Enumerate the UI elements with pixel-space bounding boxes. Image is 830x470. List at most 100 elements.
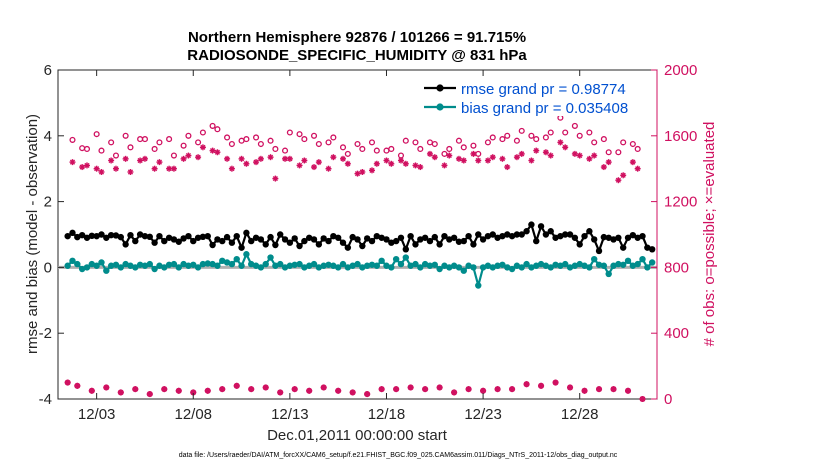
bias-series-point [74, 260, 81, 268]
rmse-series-point [301, 237, 308, 245]
rmse-series-point [74, 233, 81, 241]
obs-evaluated-stroke [543, 149, 549, 155]
rmse-series-point [648, 246, 656, 253]
rmse-series-point [257, 236, 265, 243]
obs-evaluated-point [557, 139, 564, 146]
obs-evaluated-stroke [156, 159, 163, 165]
obs-evaluated-point [528, 157, 535, 164]
obs-evaluated-point [330, 154, 337, 161]
obs-evaluated-point [209, 147, 216, 154]
bias-series-point [127, 262, 134, 269]
rmse-series-point [344, 244, 352, 251]
bias-series-point [431, 261, 438, 268]
obs-evaluated-point [615, 177, 622, 184]
rmse-series-point [513, 231, 521, 238]
obs-evaluated-stroke [152, 166, 158, 172]
obs-possible-point [185, 132, 192, 139]
x-axis-label: Dec.01,2011 00:00:00 start [267, 427, 448, 444]
bias-series-point [223, 259, 231, 266]
obs-evaluated-point [161, 386, 168, 393]
obs-possible-point [533, 136, 540, 143]
obs-evaluated-point [480, 387, 487, 394]
obs-evaluated-point [538, 382, 545, 389]
bias-series-point [267, 254, 274, 261]
bias-series-point [262, 260, 269, 268]
obs-evaluated-stroke [451, 389, 457, 396]
obs-possible-point [571, 122, 578, 129]
y-tick-label: 2 [44, 194, 52, 211]
rmse-series-point [272, 241, 279, 249]
bias-series-point [185, 262, 192, 269]
rmse-series-point [334, 234, 342, 241]
bias-series-point [629, 262, 637, 269]
obs-possible-point [156, 139, 163, 146]
rmse-series-point [248, 237, 255, 245]
obs-evaluated-stroke [277, 389, 283, 396]
obs-evaluated-stroke [620, 172, 626, 178]
obs-evaluated-stroke [234, 383, 240, 389]
obs-possible-point [224, 134, 231, 141]
bias-series-point [392, 255, 400, 263]
obs-evaluated-stroke [89, 388, 95, 394]
bias-series-point [310, 260, 318, 268]
obs-evaluated-stroke [461, 157, 467, 164]
bias-series-point [204, 260, 211, 267]
bias-series-point [412, 260, 419, 268]
bias-series-point [136, 261, 144, 268]
obs-evaluated-stroke [350, 389, 356, 396]
obs-possible-point [499, 136, 506, 143]
obs-evaluated-point [127, 168, 134, 175]
obs-evaluated-point [146, 391, 153, 398]
obs-evaluated-point [141, 155, 148, 162]
obs-evaluated-point [547, 152, 554, 159]
bias-series-point [441, 262, 448, 269]
rmse-series-point [624, 234, 632, 241]
obs-possible-point [383, 147, 390, 154]
rmse-series-point [363, 235, 371, 242]
obs-evaluated-point [315, 159, 322, 166]
obs-evaluated-stroke [190, 389, 196, 396]
obs-evaluated-point [605, 159, 612, 166]
rmse-series-point [291, 235, 298, 242]
bias-series-point [339, 260, 347, 268]
rmse-series-point [107, 231, 115, 239]
legend-bias-marker [436, 103, 444, 111]
bias-series-point [513, 262, 521, 269]
rmse-series-point [359, 242, 366, 250]
obs-evaluated-point [576, 152, 583, 159]
obs-possible-point [359, 145, 366, 153]
bias-series-point [605, 270, 612, 278]
bias-series-point [634, 260, 641, 268]
rmse-series-point [339, 239, 347, 246]
obs-evaluated-point [465, 386, 472, 393]
obs-evaluated-stroke [557, 139, 563, 145]
rmse-series-point [446, 236, 453, 243]
axis-ticks: 12/03 12/08 12/13 12/18 12/23 12/28 -4 -2 0 2 4 6 0 4… [39, 62, 698, 423]
rmse-series-point [214, 236, 221, 243]
bias-series-point [64, 262, 71, 269]
bias-series-point [175, 264, 182, 271]
rmse-series-point [243, 229, 250, 237]
obs-possible-point [286, 129, 293, 136]
bias-series-point [78, 265, 86, 273]
rmse-series-point [494, 234, 501, 241]
rmse-series-point [431, 233, 438, 241]
y-axis-right-label: # of obs: o=possible; ×=evaluated [701, 122, 718, 347]
rmse-series-point [465, 232, 472, 240]
obs-evaluated-stroke [437, 384, 443, 391]
obs-evaluated-stroke [586, 156, 592, 162]
obs-evaluated-stroke [340, 156, 346, 162]
obs-evaluated-stroke [480, 388, 486, 394]
obs-evaluated-stroke [601, 164, 607, 170]
obs-evaluated-stroke [548, 152, 554, 159]
obs-evaluated-point [195, 154, 202, 161]
rmse-series-point [533, 237, 540, 245]
obs-possible-point [79, 145, 86, 152]
rmse-series-point [64, 232, 71, 240]
rmse-series-point [185, 232, 192, 240]
obs-evaluated-point [112, 165, 119, 172]
rmse-series-point [455, 238, 463, 245]
bias-series-point [402, 254, 410, 261]
obs-possible-point [296, 131, 303, 138]
obs-evaluated-stroke [456, 156, 462, 162]
